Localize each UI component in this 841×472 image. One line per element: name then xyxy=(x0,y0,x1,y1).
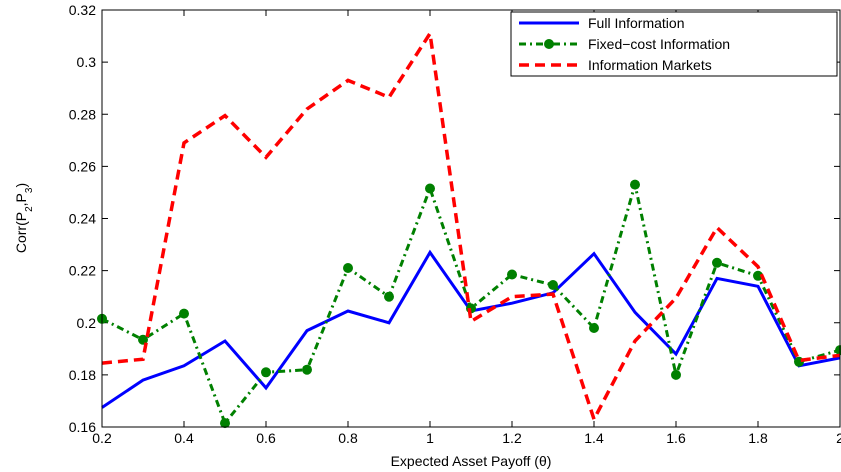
data-point-fixed-cost-information xyxy=(712,257,722,268)
data-point-fixed-cost-information xyxy=(671,369,681,380)
legend: Full Information Fixed−cost Information … xyxy=(510,11,838,77)
y-axis-title: Corr(P2,P3) xyxy=(13,183,35,253)
data-point-fixed-cost-information xyxy=(138,334,148,345)
x-axis-title: Expected Asset Payoff (θ) xyxy=(391,453,552,469)
data-point-fixed-cost-information xyxy=(261,367,271,378)
y-tick-label: 0.3 xyxy=(77,54,97,70)
y-tick-label: 0.26 xyxy=(69,158,96,174)
data-point-fixed-cost-information xyxy=(384,291,394,302)
y-tick-label: 0.28 xyxy=(69,106,96,122)
legend-label-fixed-cost-information: Fixed−cost Information xyxy=(588,36,730,52)
x-tick-label: 0.2 xyxy=(92,430,112,446)
x-tick-label: 1.2 xyxy=(502,430,522,446)
data-point-fixed-cost-information xyxy=(630,179,640,190)
data-point-fixed-cost-information xyxy=(220,418,230,429)
data-point-fixed-cost-information xyxy=(343,263,353,273)
x-tick-label: 0.8 xyxy=(338,430,358,446)
y-tick-label: 0.18 xyxy=(69,367,96,383)
data-point-fixed-cost-information xyxy=(507,269,517,280)
x-tick-label: 1.4 xyxy=(584,430,604,446)
x-tick-label: 1.8 xyxy=(748,430,768,446)
y-tick-label: 0.24 xyxy=(69,211,96,227)
data-point-fixed-cost-information xyxy=(548,280,558,290)
data-point-fixed-cost-information xyxy=(179,308,189,319)
y-tick-label: 0.2 xyxy=(77,315,97,331)
series-line-information-markets xyxy=(101,28,841,424)
y-tick-label: 0.16 xyxy=(69,419,96,435)
data-point-fixed-cost-information xyxy=(753,270,763,281)
legend-marker-fixed-cost-information xyxy=(544,39,554,49)
x-tick-label: 0.4 xyxy=(174,430,194,446)
legend-label-full-information: Full Information xyxy=(588,15,684,31)
data-point-fixed-cost-information xyxy=(589,323,599,333)
x-tick-label: 1.6 xyxy=(666,430,686,446)
x-tick-label: 2 xyxy=(836,430,841,446)
y-tick-label: 0.22 xyxy=(69,263,96,279)
tick-labels: 0.2 0.4 0.6 0.8 1 1.2 1.4 1.6 1.8 2 0.16 0.18 0.2 0.2… xyxy=(69,2,841,446)
x-tick-label: 1 xyxy=(426,430,434,446)
plot-frame xyxy=(101,9,841,428)
data-point-fixed-cost-information xyxy=(302,364,312,375)
data-point-fixed-cost-information xyxy=(425,183,435,194)
series-layer xyxy=(97,28,841,429)
y-tick-label: 0.32 xyxy=(69,2,96,18)
x-tick-label: 0.6 xyxy=(256,430,276,446)
legend-label-information-markets: Information Markets xyxy=(588,57,712,73)
